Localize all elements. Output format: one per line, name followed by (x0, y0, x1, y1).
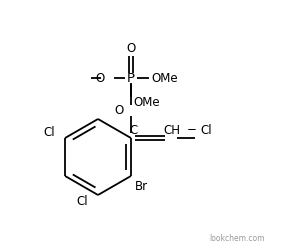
Text: OMe: OMe (134, 96, 160, 109)
Text: Cl: Cl (200, 123, 212, 136)
Text: C: C (130, 123, 138, 136)
Text: Br: Br (135, 180, 148, 193)
Text: Cl: Cl (76, 195, 88, 208)
Text: Cl: Cl (43, 126, 55, 139)
Text: OMe: OMe (151, 72, 178, 85)
Text: CH: CH (163, 123, 180, 136)
Text: lookchem.com: lookchem.com (209, 234, 265, 242)
Text: O: O (96, 72, 105, 85)
Text: O: O (115, 104, 124, 117)
Text: P: P (127, 72, 135, 85)
Text: O: O (126, 41, 135, 54)
Text: −: − (187, 123, 197, 136)
